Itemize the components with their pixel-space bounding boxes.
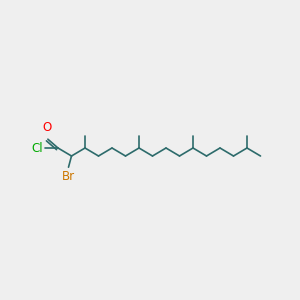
Text: O: O (42, 121, 52, 134)
Text: Cl: Cl (31, 142, 43, 154)
Text: Br: Br (62, 170, 75, 183)
